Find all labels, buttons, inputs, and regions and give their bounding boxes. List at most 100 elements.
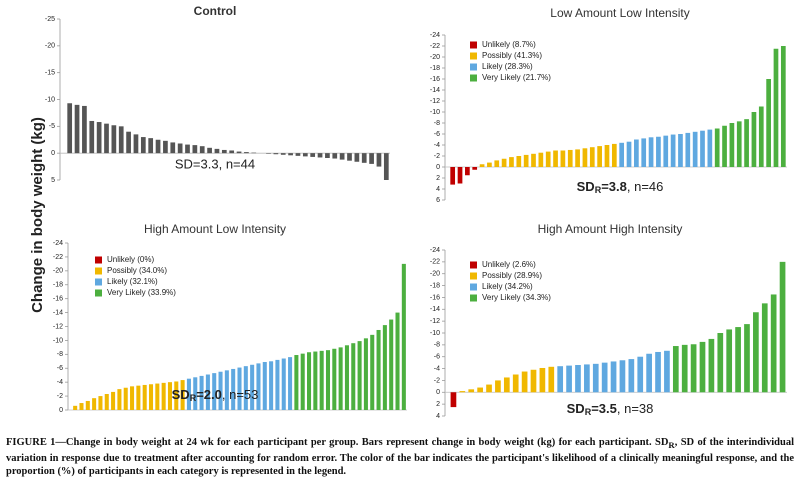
bar xyxy=(450,392,457,408)
bar xyxy=(545,151,551,167)
y-tick-label: 2 xyxy=(436,175,440,182)
legend-swatch xyxy=(470,294,477,302)
y-tick-label: 4 xyxy=(436,413,440,420)
bar xyxy=(104,393,109,410)
bar xyxy=(273,153,279,155)
legend-swatch xyxy=(95,278,102,286)
bar xyxy=(584,364,590,393)
bar xyxy=(530,369,537,393)
bar xyxy=(592,363,599,393)
bar xyxy=(262,361,267,410)
bar xyxy=(85,400,90,410)
y-tick-label: 2 xyxy=(436,401,440,408)
bar xyxy=(509,157,514,167)
bar xyxy=(678,134,683,167)
bar xyxy=(231,368,236,410)
bar xyxy=(575,149,580,167)
bar xyxy=(567,149,573,167)
bar xyxy=(221,149,227,154)
bar xyxy=(604,145,610,167)
y-tick-label: -10 xyxy=(53,337,63,344)
bar xyxy=(369,153,374,164)
bar xyxy=(92,398,97,410)
bar xyxy=(236,151,242,154)
bar xyxy=(140,137,146,154)
bar xyxy=(646,353,652,393)
bar xyxy=(177,143,183,154)
y-tick-label: -10 xyxy=(45,96,55,103)
bar xyxy=(214,148,220,154)
bar xyxy=(582,148,588,167)
bar xyxy=(205,374,210,410)
y-tick-label: -20 xyxy=(45,43,55,50)
y-tick-label: -10 xyxy=(430,330,440,337)
y-tick-label: -24 xyxy=(53,240,63,247)
bar xyxy=(237,367,242,410)
bar xyxy=(472,167,478,170)
bar xyxy=(370,334,375,410)
annotation-n: , n=53 xyxy=(222,387,259,402)
bar xyxy=(104,123,109,154)
y-tick-label: 0 xyxy=(51,150,55,157)
bar xyxy=(383,153,389,180)
bar xyxy=(655,351,661,393)
legend-label: Unlikely (8.7%) xyxy=(482,40,536,49)
bar xyxy=(207,147,212,154)
bar xyxy=(73,405,78,410)
bar xyxy=(597,146,602,167)
bar xyxy=(212,373,217,410)
bar xyxy=(557,366,564,393)
y-tick-label: -12 xyxy=(53,323,63,330)
bar xyxy=(663,135,669,167)
bar xyxy=(363,338,368,410)
bar xyxy=(269,361,274,410)
legend-swatch xyxy=(470,41,477,49)
bar xyxy=(155,383,160,410)
bar xyxy=(773,48,779,167)
y-tick-label: -16 xyxy=(430,294,440,301)
y-tick-label: -14 xyxy=(430,87,440,94)
y-tick-label: 0 xyxy=(436,389,440,396)
bar xyxy=(163,140,168,154)
bar xyxy=(521,371,528,393)
annotation: SD=3.3, n=44 xyxy=(175,156,255,171)
bar xyxy=(67,103,73,154)
y-tick-label: -12 xyxy=(430,318,440,325)
y-tick-label: 0 xyxy=(436,164,440,171)
bar xyxy=(589,147,595,167)
y-tick-label: -18 xyxy=(430,282,440,289)
bar xyxy=(758,106,764,167)
legend-label: Likely (32.1%) xyxy=(107,277,158,286)
y-tick-label: -22 xyxy=(53,254,63,261)
bar xyxy=(726,329,733,393)
bar xyxy=(628,359,635,393)
bar xyxy=(275,359,280,410)
legend-label: Unlikely (2.6%) xyxy=(482,260,536,269)
caption-text: , SD of the interindividual variation in… xyxy=(6,437,794,478)
legend-swatch xyxy=(470,283,477,291)
bar xyxy=(465,167,470,176)
annotation-subscript: R xyxy=(585,407,592,417)
bar xyxy=(495,380,501,393)
y-tick-label: -10 xyxy=(430,109,440,116)
annotation-n: , n=38 xyxy=(617,401,654,416)
bar xyxy=(761,303,768,393)
y-tick-label: -20 xyxy=(430,271,440,278)
legend-label: Unlikely (0%) xyxy=(107,255,154,264)
bar xyxy=(218,371,223,410)
bar xyxy=(717,333,724,393)
bar xyxy=(503,377,510,393)
bar xyxy=(111,391,116,410)
annotation-sd: SD xyxy=(172,387,190,402)
legend-swatch xyxy=(95,267,102,275)
bar xyxy=(735,327,741,393)
bar xyxy=(325,350,331,410)
legend-swatch xyxy=(470,74,477,82)
y-tick-label: -2 xyxy=(434,377,440,384)
legend-label: Possibly (41.3%) xyxy=(482,51,542,60)
y-tick-label: 0 xyxy=(59,407,63,414)
y-tick-label: -12 xyxy=(430,98,440,105)
bar xyxy=(185,144,190,154)
bar xyxy=(395,312,400,410)
y-tick-label: -6 xyxy=(57,365,63,372)
